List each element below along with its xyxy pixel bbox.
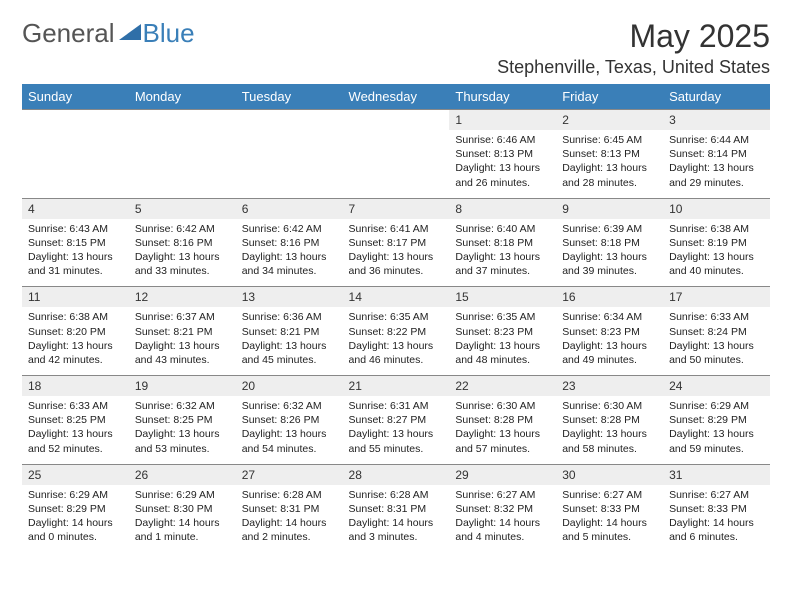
day-info: Sunrise: 6:45 AMSunset: 8:13 PMDaylight:… bbox=[556, 130, 663, 198]
day-number: 26 bbox=[129, 464, 236, 485]
day-info: Sunrise: 6:27 AMSunset: 8:33 PMDaylight:… bbox=[556, 485, 663, 553]
daynum-row: 45678910 bbox=[22, 198, 770, 219]
day-number: 20 bbox=[236, 376, 343, 397]
day-number: 6 bbox=[236, 198, 343, 219]
day-info: Sunrise: 6:36 AMSunset: 8:21 PMDaylight:… bbox=[236, 307, 343, 375]
day-header: Monday bbox=[129, 84, 236, 110]
day-header: Thursday bbox=[449, 84, 556, 110]
day-info: Sunrise: 6:42 AMSunset: 8:16 PMDaylight:… bbox=[236, 219, 343, 287]
logo-word2: Blue bbox=[143, 18, 195, 49]
day-header-row: SundayMondayTuesdayWednesdayThursdayFrid… bbox=[22, 84, 770, 110]
logo: General Blue bbox=[22, 18, 195, 49]
daynum-row: 123 bbox=[22, 110, 770, 131]
day-number: 16 bbox=[556, 287, 663, 308]
info-row: Sunrise: 6:46 AMSunset: 8:13 PMDaylight:… bbox=[22, 130, 770, 198]
day-number: 2 bbox=[556, 110, 663, 131]
day-info: Sunrise: 6:35 AMSunset: 8:23 PMDaylight:… bbox=[449, 307, 556, 375]
day-info: Sunrise: 6:28 AMSunset: 8:31 PMDaylight:… bbox=[343, 485, 450, 553]
day-number: 31 bbox=[663, 464, 770, 485]
daynum-row: 25262728293031 bbox=[22, 464, 770, 485]
day-info: Sunrise: 6:29 AMSunset: 8:30 PMDaylight:… bbox=[129, 485, 236, 553]
day-number: 30 bbox=[556, 464, 663, 485]
day-number: 15 bbox=[449, 287, 556, 308]
day-number: 27 bbox=[236, 464, 343, 485]
calendar-table: SundayMondayTuesdayWednesdayThursdayFrid… bbox=[22, 84, 770, 552]
day-number: 22 bbox=[449, 376, 556, 397]
day-info: Sunrise: 6:37 AMSunset: 8:21 PMDaylight:… bbox=[129, 307, 236, 375]
day-number: 4 bbox=[22, 198, 129, 219]
day-number: 23 bbox=[556, 376, 663, 397]
day-number bbox=[236, 110, 343, 131]
day-info: Sunrise: 6:38 AMSunset: 8:20 PMDaylight:… bbox=[22, 307, 129, 375]
day-info: Sunrise: 6:28 AMSunset: 8:31 PMDaylight:… bbox=[236, 485, 343, 553]
day-number: 25 bbox=[22, 464, 129, 485]
day-number: 8 bbox=[449, 198, 556, 219]
day-number: 1 bbox=[449, 110, 556, 131]
day-info: Sunrise: 6:41 AMSunset: 8:17 PMDaylight:… bbox=[343, 219, 450, 287]
day-info: Sunrise: 6:32 AMSunset: 8:26 PMDaylight:… bbox=[236, 396, 343, 464]
day-number: 5 bbox=[129, 198, 236, 219]
day-info: Sunrise: 6:42 AMSunset: 8:16 PMDaylight:… bbox=[129, 219, 236, 287]
day-info: Sunrise: 6:32 AMSunset: 8:25 PMDaylight:… bbox=[129, 396, 236, 464]
day-number: 24 bbox=[663, 376, 770, 397]
day-number: 10 bbox=[663, 198, 770, 219]
logo-word1: General bbox=[22, 18, 115, 49]
title-block: May 2025 Stephenville, Texas, United Sta… bbox=[497, 18, 770, 78]
day-header: Friday bbox=[556, 84, 663, 110]
day-number bbox=[343, 110, 450, 131]
day-number: 18 bbox=[22, 376, 129, 397]
day-info: Sunrise: 6:33 AMSunset: 8:25 PMDaylight:… bbox=[22, 396, 129, 464]
day-number: 12 bbox=[129, 287, 236, 308]
logo-icon bbox=[119, 22, 141, 45]
daynum-row: 11121314151617 bbox=[22, 287, 770, 308]
info-row: Sunrise: 6:43 AMSunset: 8:15 PMDaylight:… bbox=[22, 219, 770, 287]
daynum-row: 18192021222324 bbox=[22, 376, 770, 397]
day-info bbox=[343, 130, 450, 198]
info-row: Sunrise: 6:29 AMSunset: 8:29 PMDaylight:… bbox=[22, 485, 770, 553]
day-number: 14 bbox=[343, 287, 450, 308]
day-header: Saturday bbox=[663, 84, 770, 110]
location: Stephenville, Texas, United States bbox=[497, 57, 770, 78]
day-header: Sunday bbox=[22, 84, 129, 110]
day-info bbox=[236, 130, 343, 198]
month-title: May 2025 bbox=[497, 18, 770, 55]
day-info: Sunrise: 6:34 AMSunset: 8:23 PMDaylight:… bbox=[556, 307, 663, 375]
day-header: Tuesday bbox=[236, 84, 343, 110]
day-number: 9 bbox=[556, 198, 663, 219]
day-info: Sunrise: 6:33 AMSunset: 8:24 PMDaylight:… bbox=[663, 307, 770, 375]
info-row: Sunrise: 6:38 AMSunset: 8:20 PMDaylight:… bbox=[22, 307, 770, 375]
info-row: Sunrise: 6:33 AMSunset: 8:25 PMDaylight:… bbox=[22, 396, 770, 464]
day-number bbox=[22, 110, 129, 131]
header: General Blue May 2025 Stephenville, Texa… bbox=[22, 18, 770, 78]
day-info: Sunrise: 6:44 AMSunset: 8:14 PMDaylight:… bbox=[663, 130, 770, 198]
day-number: 19 bbox=[129, 376, 236, 397]
day-info: Sunrise: 6:29 AMSunset: 8:29 PMDaylight:… bbox=[663, 396, 770, 464]
day-info: Sunrise: 6:29 AMSunset: 8:29 PMDaylight:… bbox=[22, 485, 129, 553]
day-info: Sunrise: 6:27 AMSunset: 8:33 PMDaylight:… bbox=[663, 485, 770, 553]
day-info: Sunrise: 6:35 AMSunset: 8:22 PMDaylight:… bbox=[343, 307, 450, 375]
day-number: 13 bbox=[236, 287, 343, 308]
day-info bbox=[22, 130, 129, 198]
day-info: Sunrise: 6:27 AMSunset: 8:32 PMDaylight:… bbox=[449, 485, 556, 553]
day-number: 17 bbox=[663, 287, 770, 308]
day-info: Sunrise: 6:30 AMSunset: 8:28 PMDaylight:… bbox=[449, 396, 556, 464]
day-number: 28 bbox=[343, 464, 450, 485]
day-info: Sunrise: 6:40 AMSunset: 8:18 PMDaylight:… bbox=[449, 219, 556, 287]
day-header: Wednesday bbox=[343, 84, 450, 110]
day-number: 3 bbox=[663, 110, 770, 131]
day-number: 29 bbox=[449, 464, 556, 485]
day-info: Sunrise: 6:31 AMSunset: 8:27 PMDaylight:… bbox=[343, 396, 450, 464]
day-info: Sunrise: 6:38 AMSunset: 8:19 PMDaylight:… bbox=[663, 219, 770, 287]
day-number: 7 bbox=[343, 198, 450, 219]
day-number bbox=[129, 110, 236, 131]
day-info bbox=[129, 130, 236, 198]
day-info: Sunrise: 6:39 AMSunset: 8:18 PMDaylight:… bbox=[556, 219, 663, 287]
day-number: 21 bbox=[343, 376, 450, 397]
day-number: 11 bbox=[22, 287, 129, 308]
day-info: Sunrise: 6:43 AMSunset: 8:15 PMDaylight:… bbox=[22, 219, 129, 287]
day-info: Sunrise: 6:46 AMSunset: 8:13 PMDaylight:… bbox=[449, 130, 556, 198]
day-info: Sunrise: 6:30 AMSunset: 8:28 PMDaylight:… bbox=[556, 396, 663, 464]
